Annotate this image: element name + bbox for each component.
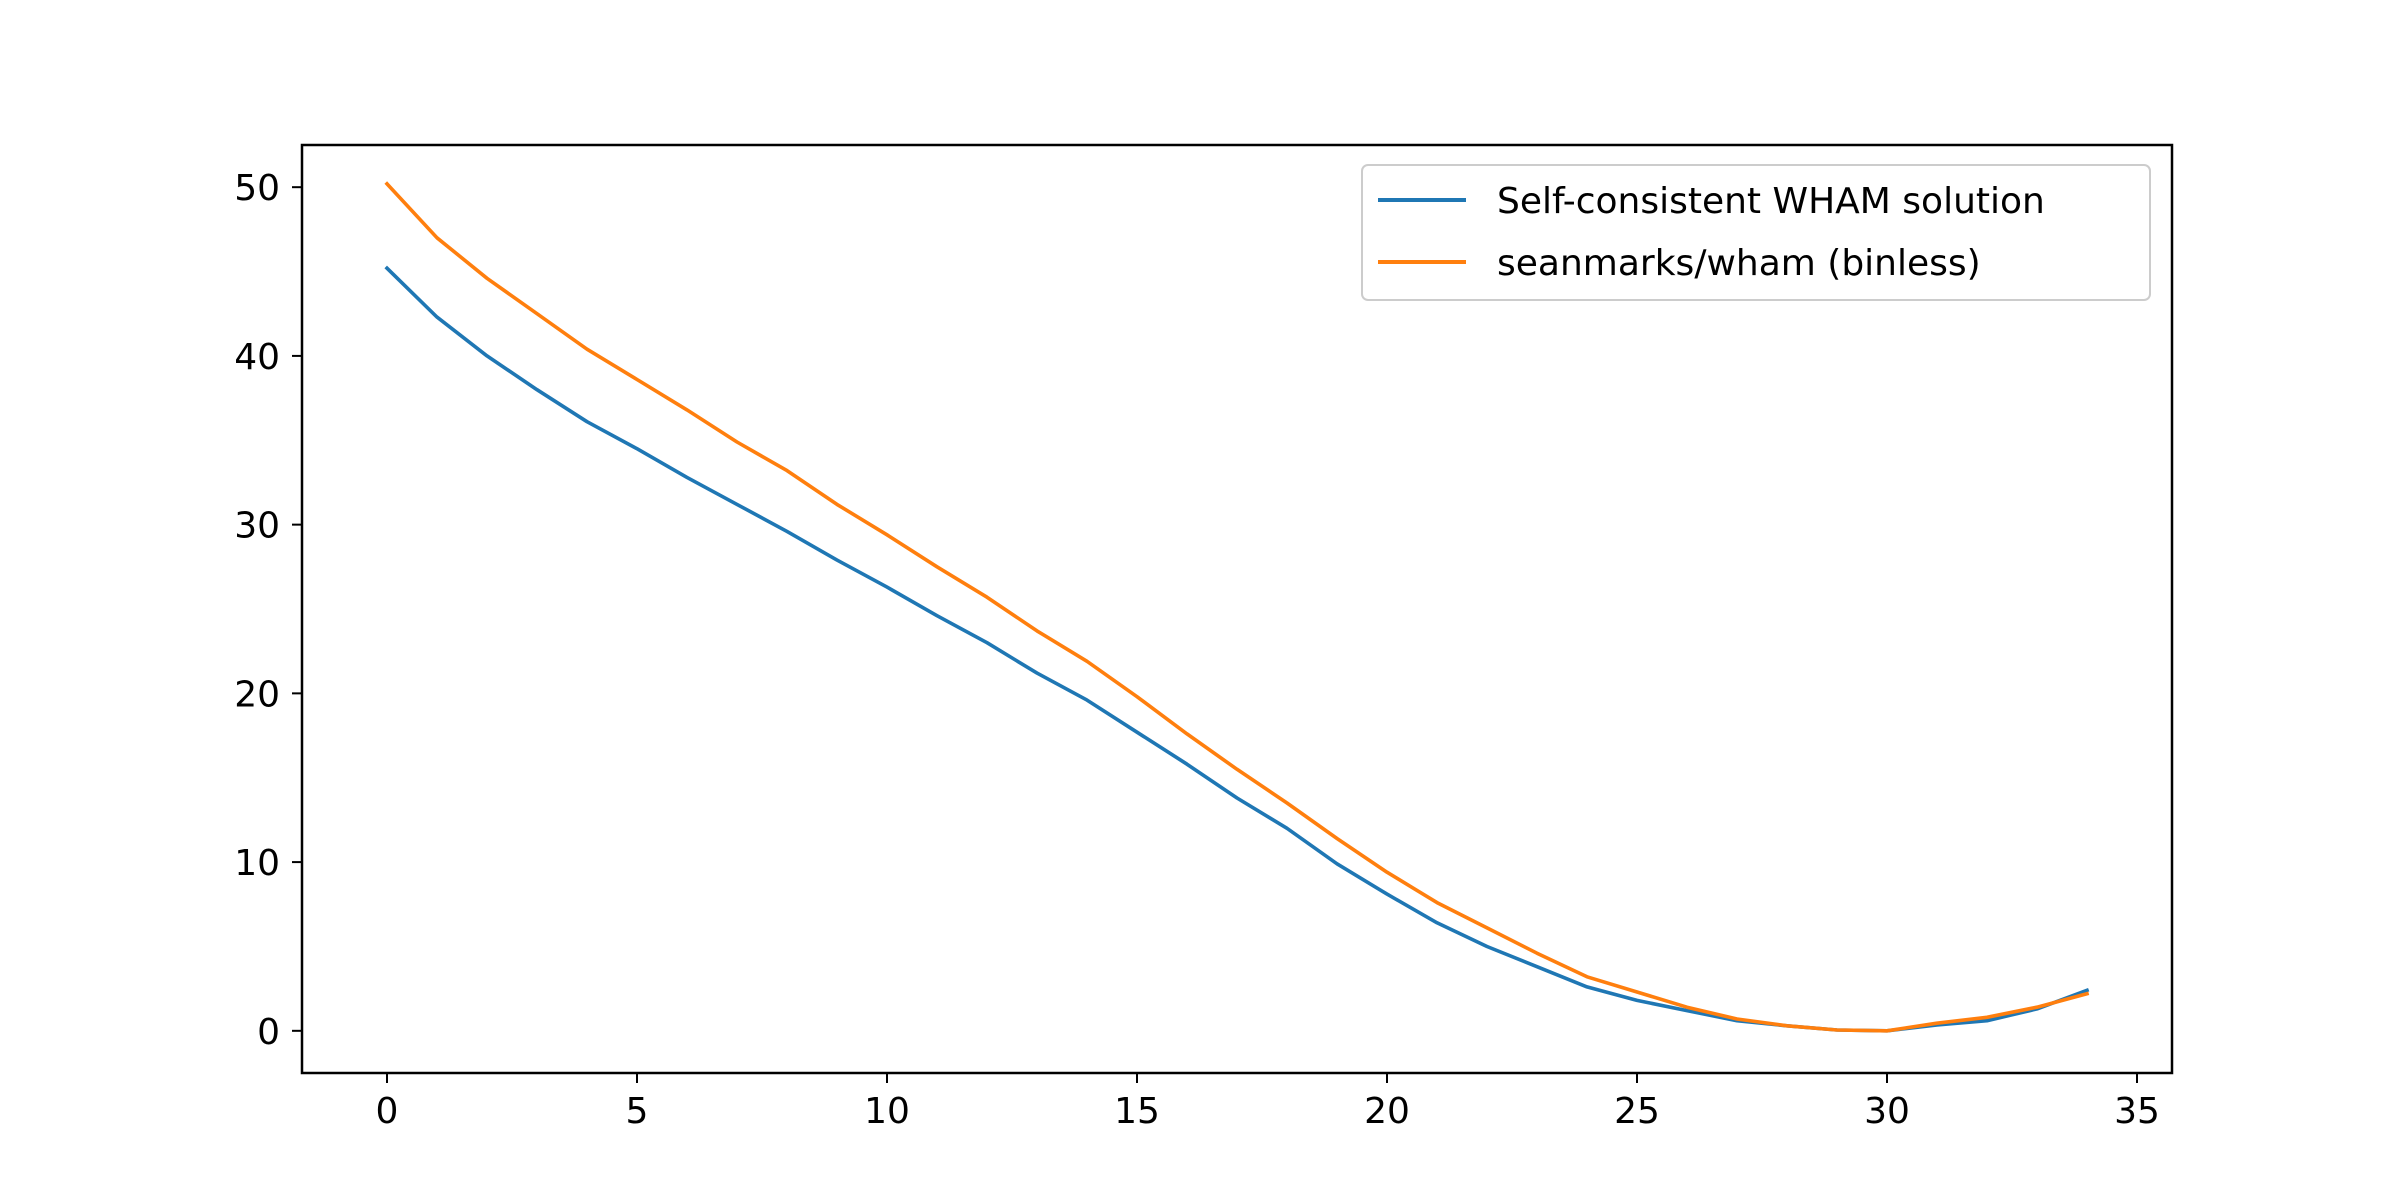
legend-label-1: seanmarks/wham (binless) — [1497, 243, 1981, 284]
x-tick-label: 20 — [1364, 1091, 1410, 1132]
x-tick-label: 30 — [1864, 1091, 1910, 1132]
y-tick-label: 20 — [234, 674, 280, 715]
x-tick-label: 10 — [864, 1091, 910, 1132]
legend-label-0: Self-consistent WHAM solution — [1497, 181, 2045, 222]
series-layer — [384, 181, 2090, 1033]
y-tick-label: 30 — [234, 506, 280, 547]
x-tick-label: 0 — [376, 1091, 399, 1132]
y-axis: 0 10 20 30 40 50 — [234, 168, 302, 1053]
plot-frame — [300, 143, 2174, 1075]
legend: Self-consistent WHAM solution seanmarks/w… — [1361, 164, 2151, 301]
x-axis: 0 5 10 15 20 25 30 35 — [376, 1073, 2160, 1132]
x-tick-label: 25 — [1614, 1091, 1660, 1132]
x-tick-label: 15 — [1114, 1091, 1160, 1132]
x-tick-label: 35 — [2114, 1091, 2160, 1132]
x-tick-label: 5 — [626, 1091, 649, 1132]
y-tick-label: 40 — [234, 337, 280, 378]
y-tick-label: 10 — [234, 843, 280, 884]
y-tick-label: 50 — [234, 168, 280, 209]
y-tick-label: 0 — [257, 1012, 280, 1053]
legend-box — [1361, 164, 2151, 301]
series-line-1 — [384, 181, 2090, 1033]
